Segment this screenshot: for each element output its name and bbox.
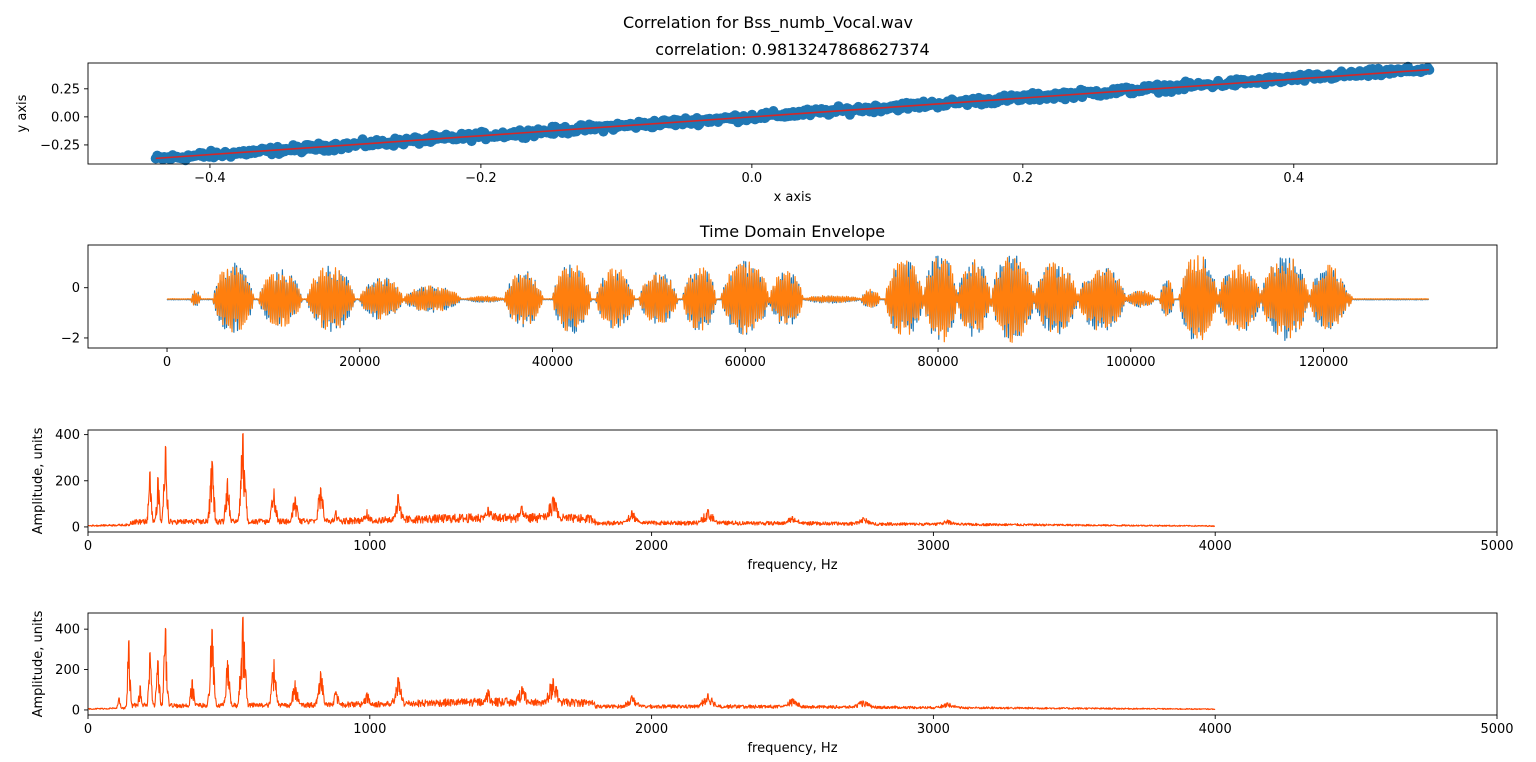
axes-0-ytick-label: 0.25 xyxy=(51,82,80,97)
spectrum-series-3 xyxy=(87,616,1216,711)
axes-0-xtick-label: −0.2 xyxy=(465,171,497,186)
axes-2-xtick-label: 1000 xyxy=(353,539,386,554)
axes-2-xtick-label: 0 xyxy=(84,539,92,554)
axes-1-ytick-label: −2 xyxy=(61,331,80,346)
axes-0-xtick-label: 0.4 xyxy=(1283,171,1304,186)
axes-2-xtick-label: 2000 xyxy=(635,539,668,554)
axes-0-xtick-label: −0.4 xyxy=(194,171,226,186)
regression-line xyxy=(155,68,1430,160)
axes-1-spines xyxy=(87,244,1498,349)
axes-0-xlabel: x axis xyxy=(774,190,812,205)
axes-3-xlabel: frequency, Hz xyxy=(747,741,837,756)
axes-3-xtick-label: 3000 xyxy=(917,722,950,737)
axes-0-frame: −0.4 −0.2 0.0 0.2 0.4 −0.25 0.00 0.25 correlatio… xyxy=(15,40,1498,205)
axes-0-xtick-label: 0.0 xyxy=(742,171,763,186)
spectrum-line xyxy=(87,616,1216,711)
figure-suptitle: Correlation for Bss_numb_Vocal.wav xyxy=(622,13,914,32)
axes-1-xtick-label: 40000 xyxy=(532,355,573,370)
axes-0-xtick-label: 0.2 xyxy=(1012,171,1033,186)
spectrum-line xyxy=(87,433,1216,528)
axes-1-xtick-label: 100000 xyxy=(1106,355,1156,370)
axes-2-ytick-label: 0 xyxy=(72,520,80,535)
axes-3-spines xyxy=(87,612,1498,716)
axes-0-ytick-label: 0.00 xyxy=(51,110,80,125)
envelope-series-b-line xyxy=(166,255,1429,343)
axes-2-xtick-label: 3000 xyxy=(917,539,950,554)
axes-2-frame: 0 1000 2000 3000 4000 5000 0 200 400 frequency, H… xyxy=(31,427,1514,573)
axes-3-ytick-label: 200 xyxy=(55,663,80,678)
axes-3-frame: 0 1000 2000 3000 4000 5000 0 200 400 frequency, H… xyxy=(31,610,1514,756)
axes-1-xtick-label: 20000 xyxy=(339,355,380,370)
axes-0-title: correlation: 0.9813247868627374 xyxy=(655,40,929,59)
axes-1-xtick-label: 0 xyxy=(163,355,171,370)
axes-3-xtick-label: 2000 xyxy=(635,722,668,737)
axes-2-ytick-label: 200 xyxy=(55,474,80,489)
axes-0-ylabel: y axis xyxy=(15,94,30,132)
axes-3-ytick-label: 400 xyxy=(55,623,80,638)
axes-1-xtick-label: 60000 xyxy=(725,355,766,370)
axes-2-ytick-label: 400 xyxy=(55,428,80,443)
axes-2-xtick-label: 5000 xyxy=(1480,539,1513,554)
axes-1-xtick-label: 80000 xyxy=(917,355,958,370)
axes-3-xtick-label: 5000 xyxy=(1480,722,1513,737)
axes-3-xtick-label: 4000 xyxy=(1199,722,1232,737)
axes-2-xlabel: frequency, Hz xyxy=(747,558,837,573)
axes-0-spines xyxy=(87,62,1498,165)
axes-3-xtick-label: 1000 xyxy=(353,722,386,737)
axes-3-ytick-label: 0 xyxy=(72,703,80,718)
axes-3-xtick-label: 0 xyxy=(84,722,92,737)
axes-2-xtick-label: 4000 xyxy=(1199,539,1232,554)
axes-0-ytick-label: −0.25 xyxy=(40,138,80,153)
axes-1-title: Time Domain Envelope xyxy=(699,222,885,241)
axes-1-xtick-label: 120000 xyxy=(1299,355,1349,370)
scatter-point xyxy=(1424,64,1435,75)
axes-1-frame: 0 20000 40000 60000 80000 100000 120000 0 −2 Time… xyxy=(61,222,1498,370)
spectrum-series-2 xyxy=(87,433,1216,528)
envelope-series-b xyxy=(166,255,1429,343)
axes-2-ylabel: Amplitude, units xyxy=(31,427,46,534)
axes-3-ylabel: Amplitude, units xyxy=(31,610,46,717)
axes-1-ytick-label: 0 xyxy=(72,281,80,296)
